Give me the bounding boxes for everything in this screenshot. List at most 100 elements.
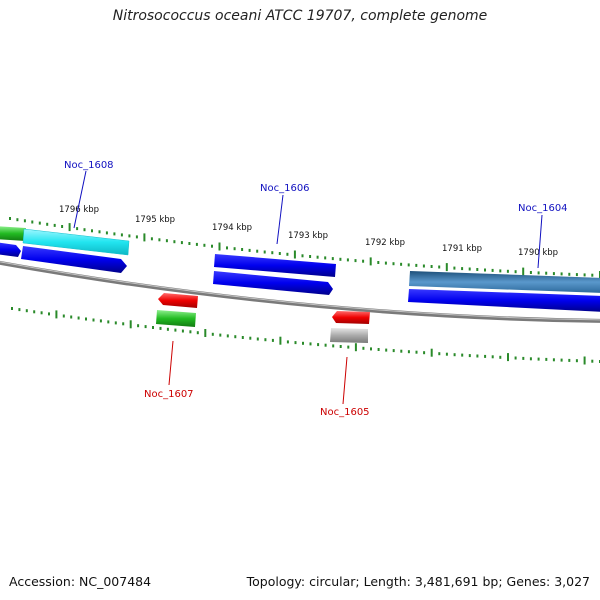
- lower-scale-minor-tick: [11, 307, 13, 310]
- lower-scale-minor-tick: [423, 351, 426, 355]
- gene-label-noc-1608: Noc_1608: [64, 160, 114, 171]
- map-title: Nitrosococcus oceani ATCC 19707, complet…: [112, 8, 488, 24]
- lower-scale-minor-tick: [552, 358, 555, 362]
- cds-noc-1604: [409, 271, 600, 293]
- lower-scale-minor-tick: [271, 338, 274, 342]
- lower-scale-minor-tick: [294, 341, 297, 345]
- upper-scale-minor-tick: [23, 219, 26, 223]
- lower-scale-minor-tick: [234, 335, 237, 339]
- lower-scale-minor-tick: [591, 359, 594, 363]
- lower-scale-minor-tick: [309, 342, 312, 346]
- lower-scale-minor-tick: [85, 317, 87, 321]
- upper-scale-minor-tick: [120, 233, 123, 237]
- upper-scale-minor-tick: [38, 221, 41, 225]
- upper-scale-minor-tick: [461, 267, 464, 271]
- lower-scale-minor-tick: [25, 309, 28, 313]
- lower-scale-minor-tick: [241, 336, 244, 339]
- lower-scale-minor-tick: [40, 311, 43, 315]
- upper-scale-minor-tick: [575, 273, 578, 277]
- cds-noc-1607-green: [156, 310, 196, 327]
- upper-scale-minor-tick: [468, 267, 471, 271]
- lower-scale-minor-tick: [249, 336, 252, 340]
- lower-scale-minor-tick: [491, 355, 494, 359]
- upper-scale-minor-tick: [128, 234, 131, 238]
- cds-blue-right: [408, 289, 600, 312]
- lower-scale-minor-tick: [468, 354, 471, 358]
- lower-scale-minor-tick: [522, 356, 525, 360]
- upper-scale-minor-tick: [591, 273, 594, 277]
- lower-scale-minor-tick: [476, 354, 479, 358]
- upper-scale-minor-tick: [568, 272, 571, 276]
- lower-scale-major-tick: [204, 329, 207, 337]
- upper-scale-minor-tick: [271, 251, 274, 255]
- upper-scale-minor-tick: [392, 262, 395, 266]
- upper-scale-minor-tick: [256, 249, 259, 253]
- lower-scale-minor-tick: [159, 326, 162, 330]
- gene-label-noc-1605: Noc_1605: [320, 407, 370, 418]
- cds-blue-middle: [213, 271, 333, 295]
- lower-scale-major-tick: [507, 353, 509, 362]
- upper-scale-major-tick: [68, 223, 71, 232]
- upper-scale-minor-tick: [188, 242, 191, 245]
- upper-scale-minor-tick: [583, 273, 586, 277]
- gene-label-noc-1606: Noc_1606: [260, 183, 310, 194]
- lower-scale-minor-tick: [33, 310, 36, 314]
- lower-scale-minor-tick: [99, 319, 102, 323]
- lower-scale-major-tick: [279, 336, 282, 345]
- cds-noc-1608: [22, 228, 130, 256]
- upper-scale-minor-tick: [514, 270, 517, 274]
- lower-scale-ticks: [11, 307, 600, 365]
- upper-scale-minor-tick: [476, 268, 479, 271]
- lower-scale-minor-tick: [377, 348, 380, 351]
- scale-label-1794: 1794 kbp: [212, 223, 252, 233]
- upper-scale-minor-tick: [203, 243, 206, 247]
- lower-scale-minor-tick: [77, 316, 80, 320]
- lower-scale-minor-tick: [575, 359, 578, 363]
- upper-scale-minor-tick: [211, 244, 213, 248]
- upper-scale-minor-tick: [324, 256, 327, 260]
- upper-scale-minor-tick: [491, 268, 494, 272]
- lower-scale-minor-tick: [152, 326, 154, 329]
- upper-scale-minor-tick: [560, 272, 563, 276]
- upper-scale-minor-tick: [263, 250, 266, 254]
- lower-scale-minor-tick: [529, 357, 532, 361]
- cds-blue-left-partial: [0, 242, 21, 257]
- upper-scale-minor-tick: [91, 229, 93, 233]
- upper-scale-minor-tick: [415, 263, 418, 267]
- upper-scale-minor-tick: [499, 269, 502, 273]
- scale-label-1795: 1795 kbp: [135, 215, 175, 225]
- upper-scale-minor-tick: [150, 237, 153, 241]
- lower-scale-minor-tick: [407, 350, 410, 354]
- leader-noc-1604: [537, 214, 543, 269]
- upper-scale-minor-tick: [195, 242, 198, 246]
- lower-scale-major-tick: [354, 343, 357, 352]
- upper-scale-minor-tick: [331, 257, 334, 261]
- lower-scale-minor-tick: [347, 345, 350, 349]
- lower-scale-minor-tick: [256, 337, 259, 341]
- upper-scale-major-tick: [293, 250, 296, 259]
- lower-scale-minor-tick: [302, 341, 304, 345]
- lower-scale-major-tick: [55, 310, 58, 319]
- lower-scale-minor-tick: [18, 308, 21, 312]
- lower-scale-minor-tick: [332, 344, 335, 348]
- lower-scale-minor-tick: [92, 318, 95, 322]
- upper-scale-minor-tick: [422, 264, 425, 268]
- lower-scale-minor-tick: [114, 321, 117, 325]
- upper-scale-major-tick: [218, 242, 221, 251]
- lower-scale-minor-tick: [174, 328, 177, 332]
- upper-scale-minor-tick: [158, 238, 161, 242]
- accession-label: Accession: NC_007484: [9, 574, 152, 589]
- upper-scale-minor-tick: [9, 217, 11, 220]
- lower-scale-minor-tick: [317, 343, 320, 347]
- lower-scale-minor-tick: [324, 343, 327, 347]
- upper-scale-minor-tick: [83, 228, 86, 232]
- lower-scale-minor-tick: [392, 349, 395, 353]
- upper-scale-minor-tick: [233, 247, 236, 251]
- lower-scale-minor-tick: [514, 356, 517, 360]
- upper-scale-minor-tick: [113, 232, 116, 236]
- upper-scale-minor-tick: [278, 252, 281, 255]
- lower-scale-major-tick: [430, 348, 433, 357]
- leader-noc-1608: [73, 170, 87, 229]
- upper-scale-minor-tick: [53, 223, 56, 227]
- upper-scale-minor-tick: [286, 252, 289, 256]
